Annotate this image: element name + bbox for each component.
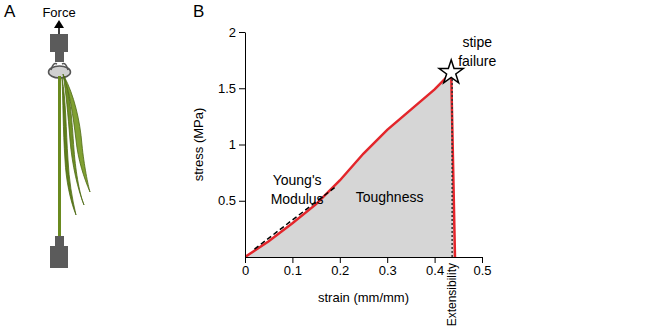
- x-tick-label: 0.2: [331, 263, 349, 278]
- x-axis-title: strain (mm/mm): [318, 290, 409, 305]
- x-tick: 0.1: [284, 257, 302, 278]
- x-tick: 0: [242, 257, 249, 278]
- stress-curve: [245, 73, 455, 258]
- bottom-grip: [50, 246, 68, 268]
- panel-label: B: [193, 2, 204, 21]
- y-axis-line: [245, 33, 246, 258]
- y-tick: 1: [229, 137, 245, 152]
- x-tick-mark: [482, 257, 483, 263]
- y-tick-mark: [239, 32, 245, 33]
- extensibility-line: [451, 73, 453, 258]
- x-tick-label: 0.3: [379, 263, 397, 278]
- annotation: Young's Modulus: [271, 172, 324, 207]
- y-tick-label: 0.5: [218, 193, 236, 208]
- stipe: [58, 76, 61, 236]
- clamp-jaws: [51, 64, 68, 70]
- annotation: Toughness: [356, 189, 424, 205]
- panel-label: A: [4, 2, 16, 21]
- x-tick: 0.2: [331, 257, 349, 278]
- annotation: stipe failure: [458, 34, 496, 69]
- panel-a: A Force: [4, 2, 90, 268]
- y-tick: 0.5: [218, 193, 245, 208]
- x-axis-line: [246, 257, 483, 258]
- x-tick-mark: [340, 257, 341, 263]
- annotation-line: Young's: [273, 172, 322, 188]
- x-tick-mark: [245, 257, 246, 263]
- toughness-area: [245, 73, 455, 258]
- annotation-line: Toughness: [356, 189, 424, 205]
- force-arrowhead: [54, 20, 64, 28]
- y-tick-label: 1.5: [218, 81, 236, 96]
- y-tick-mark: [239, 145, 245, 146]
- x-tick-label: 0.1: [284, 263, 302, 278]
- annotation-line: failure: [458, 53, 496, 69]
- y-tick-mark: [239, 201, 245, 202]
- y-tick-label: 1: [229, 137, 236, 152]
- x-tick-mark: [387, 257, 388, 263]
- modulus-line: [254, 187, 335, 249]
- y-tick-mark: [239, 88, 245, 89]
- y-tick: 1.5: [218, 81, 245, 96]
- x-tick-mark: [435, 257, 436, 263]
- y-tick: 2: [229, 25, 245, 40]
- annotation-line: stipe: [462, 34, 492, 50]
- x-tick-label: 0.4: [426, 263, 444, 278]
- plot-area: [245, 60, 463, 257]
- annotation-line: Modulus: [271, 191, 324, 207]
- x-tick: 0.4: [426, 257, 444, 278]
- figure: A Force B 0 0.1 0.2 0.3 0.4 0.5 0.5 1 1.5 2 strain (m…: [0, 0, 658, 335]
- x-tick-label: 0.5: [473, 263, 491, 278]
- x-tick: 0.5: [473, 257, 491, 278]
- x-tick: 0.3: [379, 257, 397, 278]
- x-tick-mark: [292, 257, 293, 263]
- top-grip: [50, 34, 68, 52]
- blade: [62, 78, 76, 215]
- y-axis: 0.5 1 1.5 2: [218, 25, 246, 258]
- bottom-grip-neck: [55, 236, 64, 246]
- y-tick-label: 2: [229, 25, 236, 40]
- x-tick-label: 0: [242, 263, 249, 278]
- top-grip-neck: [55, 52, 64, 62]
- force-label: Force: [42, 5, 75, 20]
- y-axis-title: stress (MPa): [191, 108, 206, 182]
- annotation: Extensibility: [445, 263, 459, 326]
- force-arrow: [58, 27, 60, 34]
